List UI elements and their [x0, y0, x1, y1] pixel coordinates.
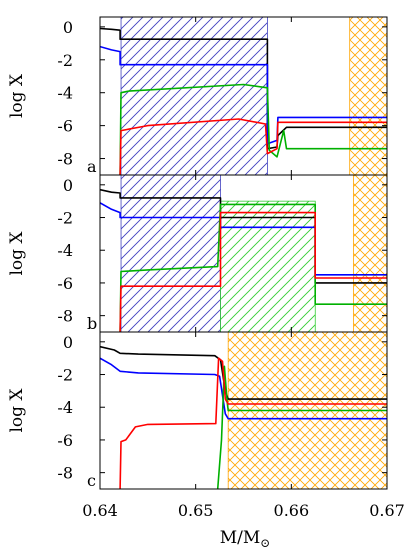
panel-c-ytick-label--6: -6	[57, 431, 73, 450]
panel-b-ytick-label--8: -8	[57, 307, 73, 326]
panel-b-ylabel: log X	[7, 231, 27, 276]
x-axis-label: M/M⊙	[220, 528, 271, 550]
panel-a-hatch-region-blue	[120, 16, 268, 176]
panel-a: 0 -2 -4 -6 -8 a log X	[7, 16, 388, 176]
panel-b-series-red	[119, 211, 387, 332]
panel-b-letter: b	[87, 314, 97, 333]
x-axis-label-subscript: ⊙	[260, 536, 270, 550]
panel-b-hatch-region-green	[220, 200, 316, 333]
panel-a-ytick-label--8: -8	[57, 150, 73, 169]
panel-c-ytick-label--8: -8	[57, 464, 73, 483]
panel-a-ytick-label--6: -6	[57, 117, 73, 136]
panel-a-ytick-label--2: -2	[57, 51, 73, 70]
panel-b-ytick-label--2: -2	[57, 209, 73, 228]
panel-b-ytick-label--4: -4	[57, 241, 73, 260]
panel-c-ytick-label--4: -4	[57, 398, 73, 417]
x-tick-label-0.65: 0.65	[178, 501, 214, 520]
panel-c-series-green	[216, 365, 387, 489]
panel-a-ytick-label-0: 0	[63, 18, 73, 37]
panel-c-frame	[99, 331, 388, 490]
panel-b-hatch-region-orange	[353, 174, 388, 333]
x-axis-label-main: M/M	[220, 528, 261, 548]
x-axis: 0.64 0.65 0.66 0.67	[82, 501, 405, 520]
panel-c-ytick-label-0: 0	[63, 333, 73, 352]
panel-c-letter: c	[87, 471, 96, 490]
panel-a-ytick-label--4: -4	[57, 84, 73, 103]
panel-c-series-blue	[100, 357, 387, 420]
x-tick-label-0.67: 0.67	[369, 501, 405, 520]
panel-a-ylabel: log X	[7, 73, 27, 118]
panel-b-ytick-label--6: -6	[57, 274, 73, 293]
panel-b-ytick-label-0: 0	[63, 176, 73, 195]
panel-c: 0 -2 -4 -6 -8 c log X	[7, 331, 388, 490]
panel-c-ylabel: log X	[7, 388, 27, 433]
panel-c-ytick-label--2: -2	[57, 366, 73, 385]
x-tick-label-0.64: 0.64	[82, 501, 118, 520]
panel-a-series-red	[119, 118, 387, 175]
panel-b-hatch-region-blue	[120, 174, 221, 333]
panel-a-hatch-region-orange	[349, 16, 388, 176]
x-tick-label-0.66: 0.66	[274, 501, 310, 520]
panel-b: 0 -2 -4 -6 -8 b log X	[7, 174, 388, 333]
panel-a-series-green	[119, 83, 387, 175]
panel-a-letter: a	[87, 157, 97, 176]
panel-b-series-green	[119, 203, 387, 332]
panel-c-series-red	[119, 357, 387, 489]
